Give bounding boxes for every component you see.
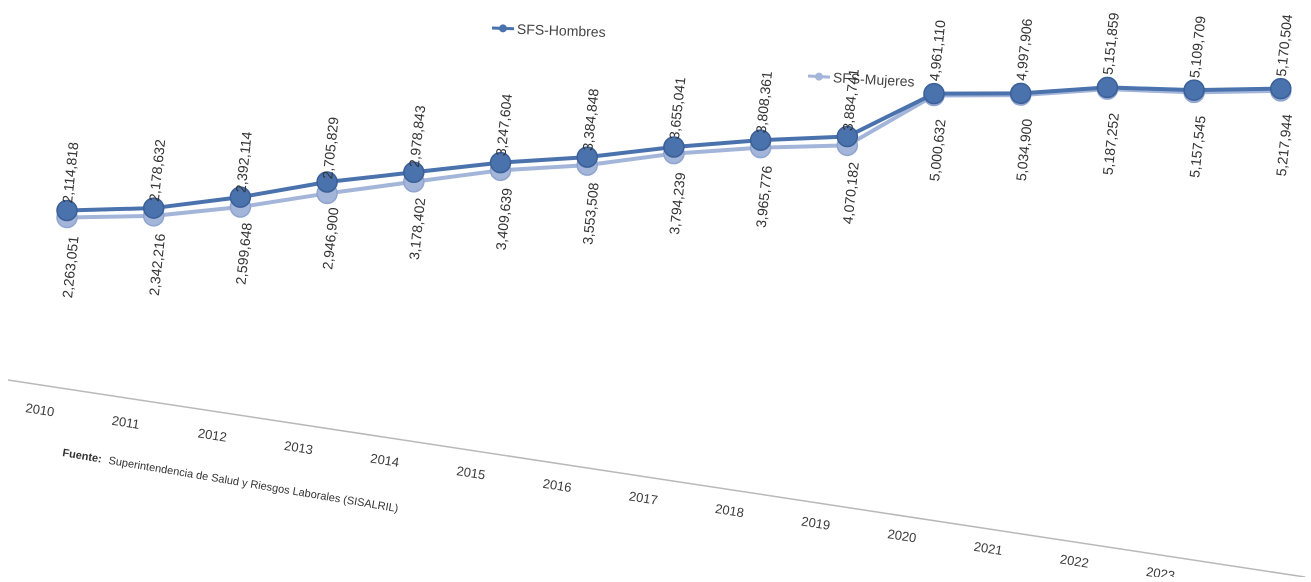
legend-marker [814,72,823,81]
value-label: 3,409,639 [493,187,515,251]
series-layer [56,76,1292,229]
value-label: 5,151,859 [1099,12,1121,76]
x-tick-label: 2020 [887,526,918,545]
x-tick-label: 2013 [283,438,314,457]
data-point [1009,82,1032,105]
value-labels: 2,114,818 2,263,051 2,178,632 2,342,216 2,39… [59,12,1295,299]
x-tick-label: 2017 [628,488,659,507]
data-point [403,161,425,184]
x-tick-label: 2011 [111,413,141,432]
data-point [576,146,598,168]
value-label: 2,705,829 [319,116,341,180]
x-axis-line [7,379,1306,578]
x-tick-label: 2010 [25,400,56,419]
legend-item: SFS-Hombres [491,21,606,40]
value-label: 3,965,776 [753,165,775,229]
legend-marker [498,24,507,33]
data-point [663,136,685,158]
svg-text:Fuente: Superintendenc: Fuente: Superintendencia de Salud y Ries… [62,447,400,515]
x-tick-label: 2015 [456,463,487,482]
x-tick-label: 2022 [1059,551,1090,570]
x-axis [7,379,1306,578]
value-label: 2,599,648 [232,222,254,286]
value-label: 2,178,632 [146,138,168,202]
value-label: 4,997,906 [1013,18,1035,82]
value-label: 3,808,361 [753,70,775,134]
x-tick-label: 2023 [1145,564,1176,577]
value-label: 3,794,239 [666,171,688,235]
value-label: 3,384,848 [579,88,601,152]
x-tick-label: 2021 [973,539,1004,558]
data-point [56,199,78,222]
value-label: 2,342,216 [146,233,168,297]
x-tick-label: 2018 [714,501,745,520]
value-label: 5,170,504 [1273,13,1295,77]
data-point [316,171,338,193]
value-label: 5,034,900 [1013,118,1035,182]
value-label: 5,000,632 [926,118,948,182]
data-point [229,186,252,208]
value-label: 5,109,709 [1186,15,1208,79]
x-tick-label: 2012 [197,425,228,444]
data-point [489,151,512,174]
legend-label: SFS-Hombres [517,21,606,40]
data-point [142,197,165,219]
value-label: 2,263,051 [59,235,81,299]
value-label: 3,247,604 [493,93,515,157]
value-label: 3,553,508 [579,182,601,246]
source-note: Fuente: Superintendencia de Salud y Ries… [62,447,400,515]
value-label: 3,178,402 [406,197,428,261]
value-label: 5,217,944 [1273,113,1295,177]
legend-label: SFS-Mujeres [833,69,915,89]
x-tick-label: 2016 [542,476,573,495]
value-label: 5,187,252 [1099,112,1121,176]
value-label: 3,655,041 [666,76,688,140]
value-label: 3,884,741 [839,68,861,132]
value-label: 2,946,900 [319,206,341,270]
x-tick-label: 2019 [800,514,831,533]
data-point [1183,79,1205,101]
x-tick-label: 2014 [369,451,400,470]
value-label: 4,070,182 [839,161,861,225]
value-label: 2,392,114 [232,131,254,194]
value-label: 2,114,818 [59,141,81,204]
value-label: 2,978,843 [406,104,428,168]
data-point [923,82,945,105]
data-point [836,125,859,148]
source-text: Superintendencia de Salud y Riesgos Labo… [108,455,399,515]
chart-legend: SFS-Hombres SFS-Mujeres [491,21,915,90]
data-point [1096,76,1119,99]
source-label: Fuente: [62,447,103,465]
x-tick-labels: 2010 2011 2012 2013 2014 2015 2016 2017 2018 2019… [25,400,1177,582]
value-label: 4,961,110 [926,19,948,82]
value-label: 5,157,545 [1186,115,1208,179]
legend-item: SFS-Mujeres [807,69,915,90]
data-point [1270,77,1292,100]
data-point [749,129,772,151]
